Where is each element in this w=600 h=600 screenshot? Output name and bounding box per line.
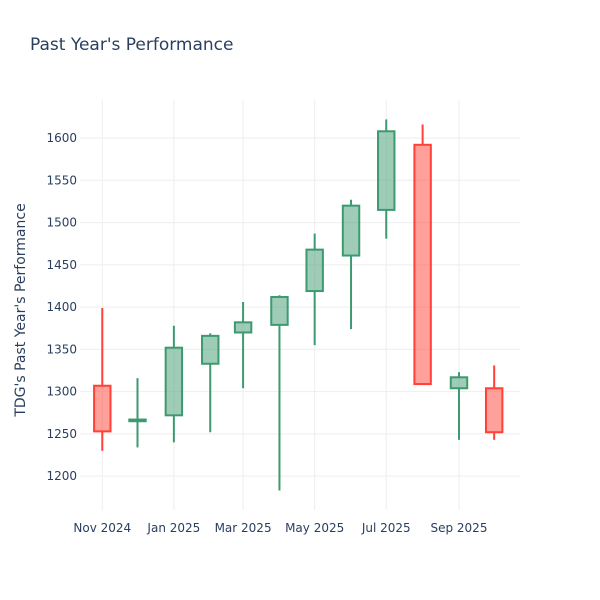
y-tick-label: 1550 [46,173,77,187]
x-tick-label: Mar 2025 [215,521,272,535]
y-tick-label: 1500 [46,216,77,230]
candle-body-decreasing [484,387,504,434]
candle-body-increasing [164,346,184,417]
candle [270,295,289,491]
candles [93,119,504,491]
candle-body-increasing [341,204,361,257]
candle-body-increasing [270,295,289,326]
candle [93,307,112,451]
candle [413,124,432,386]
candle-body-increasing [128,418,147,423]
y-tick-label: 1350 [46,342,77,356]
y-tick-labels: 1200 1250 1300 1350 1400 1450 1500 1550 1600 [46,131,77,483]
candle [484,365,504,440]
x-tick-label: Nov 2024 [73,521,131,535]
y-tick-label: 1400 [46,300,77,314]
x-tick-label: Sep 2025 [430,521,487,535]
y-tick-label: 1600 [46,131,77,145]
y-tick-label: 1300 [46,385,77,399]
candle [201,333,220,433]
candle-body-increasing [377,130,396,211]
x-tick-label: Jan 2025 [146,521,200,535]
y-tick-label: 1450 [46,258,77,272]
x-tick-labels: Nov 2024 Jan 2025 Mar 2025 May 2025 Jul 2025… [73,521,487,535]
y-tick-label: 1250 [46,427,77,441]
candle [128,378,147,448]
y-tick-label: 1200 [46,469,77,483]
candle [377,119,396,239]
candle [449,372,469,440]
candle-body-decreasing [413,143,432,386]
grid-lines [80,100,520,510]
x-tick-label: Jul 2025 [361,521,411,535]
candle-body-increasing [233,321,253,334]
candle [164,325,184,443]
candle-body-increasing [305,248,324,293]
y-axis-title: TDG's Past Year's Performance [13,203,29,417]
candle [233,302,253,389]
candle [341,199,361,330]
x-tick-label: May 2025 [285,521,344,535]
candle [305,233,324,346]
candle-body-decreasing [93,384,112,433]
chart-title: Past Year's Performance [30,35,234,55]
candle-body-increasing [449,376,469,390]
candle-body-increasing [201,334,220,365]
